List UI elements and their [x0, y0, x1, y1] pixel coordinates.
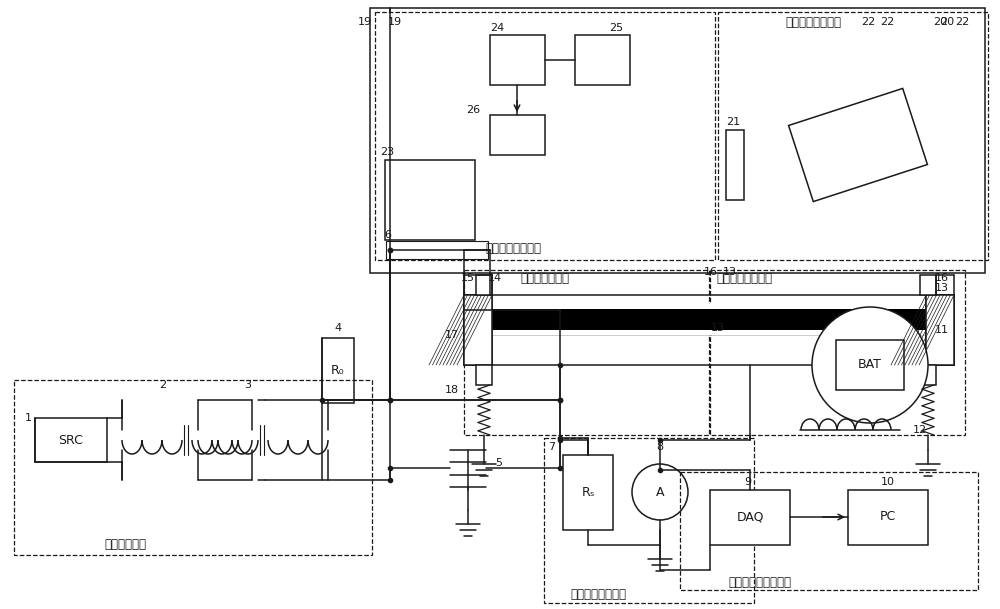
- Bar: [926, 295, 954, 365]
- Bar: [836, 340, 904, 390]
- Text: 13: 13: [723, 267, 737, 277]
- Text: 15: 15: [461, 273, 475, 283]
- Text: 高场强产生模块: 高场强产生模块: [520, 272, 569, 284]
- Text: PC: PC: [880, 510, 896, 524]
- Text: 水滴粒径控制模块: 水滴粒径控制模块: [485, 242, 541, 255]
- Text: 19: 19: [358, 17, 372, 27]
- Text: 1: 1: [24, 413, 32, 423]
- Text: 26: 26: [466, 105, 480, 115]
- Bar: [468, 304, 948, 309]
- Text: 18: 18: [445, 385, 459, 395]
- Bar: [920, 275, 936, 295]
- Bar: [718, 12, 988, 260]
- Text: 5: 5: [495, 458, 502, 468]
- Bar: [563, 455, 613, 530]
- Text: 8: 8: [656, 442, 664, 452]
- Text: 实时观察记录模块: 实时观察记录模块: [785, 15, 841, 29]
- Text: 电学量采集处理模块: 电学量采集处理模块: [728, 576, 792, 588]
- Text: 20: 20: [940, 17, 954, 27]
- Bar: [920, 365, 936, 385]
- Text: 19: 19: [388, 17, 402, 27]
- Circle shape: [812, 307, 928, 423]
- Text: 17: 17: [445, 330, 459, 340]
- Bar: [322, 338, 354, 403]
- Bar: [926, 295, 954, 365]
- Text: 20: 20: [933, 17, 947, 27]
- Text: 16: 16: [935, 273, 949, 283]
- Bar: [14, 380, 372, 555]
- Bar: [726, 130, 744, 200]
- Text: 3: 3: [244, 380, 252, 390]
- Bar: [680, 472, 978, 590]
- Text: 22: 22: [861, 17, 875, 27]
- Bar: [464, 270, 709, 435]
- Bar: [464, 295, 492, 365]
- Text: Rₛ: Rₛ: [581, 485, 595, 499]
- Text: 23: 23: [380, 147, 394, 157]
- Bar: [468, 330, 948, 335]
- Bar: [490, 35, 545, 85]
- Text: 2: 2: [159, 380, 167, 390]
- Bar: [848, 490, 928, 545]
- Text: 6: 6: [384, 230, 392, 240]
- Text: 22: 22: [955, 17, 969, 27]
- Bar: [575, 35, 630, 85]
- Bar: [385, 160, 475, 240]
- Text: 16: 16: [704, 267, 718, 277]
- Text: 10: 10: [881, 477, 895, 487]
- Bar: [468, 306, 948, 334]
- Bar: [544, 438, 754, 603]
- Text: 22: 22: [880, 17, 894, 27]
- Text: SRC: SRC: [59, 434, 83, 446]
- Text: BAT: BAT: [858, 359, 882, 371]
- Text: DAQ: DAQ: [736, 510, 764, 524]
- Text: 13: 13: [711, 323, 725, 333]
- Bar: [375, 12, 715, 260]
- Text: 11: 11: [935, 325, 949, 335]
- Bar: [464, 295, 954, 365]
- Text: 12: 12: [913, 425, 927, 435]
- Bar: [386, 241, 488, 259]
- Bar: [490, 115, 545, 155]
- Text: A: A: [656, 485, 664, 499]
- Bar: [476, 365, 492, 385]
- Text: 7: 7: [548, 442, 555, 452]
- Bar: [35, 418, 107, 462]
- Text: 24: 24: [490, 23, 504, 33]
- Bar: [464, 295, 492, 365]
- Circle shape: [632, 464, 688, 520]
- Text: R₀: R₀: [331, 364, 345, 376]
- Bar: [476, 275, 492, 295]
- Text: 21: 21: [726, 117, 740, 127]
- Text: 13: 13: [935, 283, 949, 293]
- Text: 9: 9: [744, 477, 752, 487]
- Text: 4: 4: [334, 323, 342, 333]
- Bar: [710, 270, 965, 435]
- Text: 负荷电流产生模块: 负荷电流产生模块: [716, 272, 772, 284]
- Text: 电压产生模块: 电压产生模块: [104, 538, 146, 552]
- Text: 电晕特性测量模块: 电晕特性测量模块: [570, 588, 626, 600]
- Text: 25: 25: [609, 23, 623, 33]
- Bar: [370, 8, 985, 273]
- Bar: [710, 490, 790, 545]
- Text: 14: 14: [488, 273, 502, 283]
